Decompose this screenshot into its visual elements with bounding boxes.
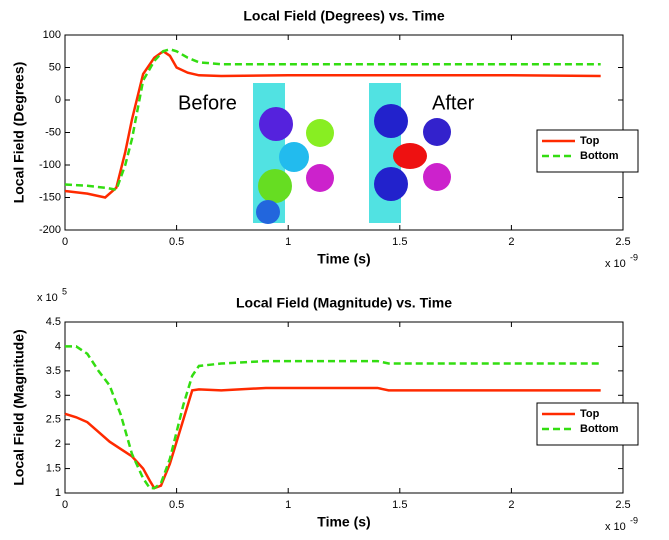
y-tick-label: 2.5: [46, 414, 61, 426]
y-tick-label: -150: [39, 191, 61, 203]
annotation: After: [432, 92, 475, 114]
y-tick-label: 100: [43, 29, 61, 41]
cell: [423, 163, 451, 191]
y-tick-label: 1: [55, 487, 61, 499]
y-tick-label: 1.5: [46, 462, 61, 474]
x-tick-label: 0.5: [169, 236, 184, 248]
cell: [306, 164, 334, 192]
cell: [259, 107, 293, 141]
cell: [258, 169, 292, 203]
y-tick-label: -100: [39, 159, 61, 171]
y-tick-label: 4.5: [46, 316, 61, 328]
y-axis-label: Local Field (Magnitude): [11, 329, 27, 485]
cell: [423, 118, 451, 146]
x-multiplier: x 10: [605, 521, 626, 533]
cell: [374, 167, 408, 201]
series-line: [64, 49, 601, 199]
legend-label: Bottom: [580, 150, 619, 162]
x-tick-label: 2: [508, 499, 514, 511]
y-tick-label: 3.5: [46, 365, 61, 377]
chart-title: Local Field (Magnitude) vs. Time: [236, 295, 452, 311]
x-axis-label: Time (s): [317, 251, 370, 267]
series-line: [64, 386, 601, 490]
y-exponent: 5: [62, 286, 67, 296]
y-tick-label: -200: [39, 224, 61, 236]
y-axis-label: Local Field (Degrees): [11, 62, 27, 204]
cell: [393, 143, 427, 169]
x-tick-label: 1: [285, 499, 291, 511]
x-exponent: -9: [630, 515, 638, 525]
legend: Top Bottom: [536, 402, 639, 446]
y-tick-label: 3: [55, 389, 61, 401]
legend-label: Bottom: [580, 423, 619, 435]
chart-title: Local Field (Degrees) vs. Time: [243, 8, 444, 24]
y-tick-label: 0: [55, 94, 61, 106]
x-tick-label: 1.5: [392, 236, 407, 248]
x-tick-label: 2.5: [615, 236, 630, 248]
y-tick-label: 4: [55, 340, 61, 352]
x-tick-label: 1: [285, 236, 291, 248]
x-tick-label: 0: [62, 499, 68, 511]
cell: [374, 104, 408, 138]
legend-box: [536, 129, 639, 173]
series-line: [65, 345, 601, 490]
cell: [306, 119, 334, 147]
legend-label: Top: [580, 408, 600, 420]
x-exponent: -9: [630, 252, 638, 262]
x-multiplier: x 10: [605, 258, 626, 270]
cell: [256, 200, 280, 224]
legend-box: [536, 402, 639, 446]
x-tick-label: 0.5: [169, 499, 184, 511]
x-tick-label: 1.5: [392, 499, 407, 511]
legend-label: Top: [580, 135, 600, 147]
magnet-inset: [253, 83, 451, 224]
y-tick-label: 2: [55, 438, 61, 450]
x-tick-label: 2.5: [615, 499, 630, 511]
legend: Top Bottom: [536, 129, 639, 173]
x-tick-label: 0: [62, 236, 68, 248]
y-tick-label: 50: [49, 61, 61, 73]
cell: [279, 142, 309, 172]
x-tick-label: 2: [508, 236, 514, 248]
annotation: Before: [178, 92, 237, 114]
y-multiplier: x 10: [37, 292, 58, 304]
x-axis-label: Time (s): [317, 514, 370, 530]
y-tick-label: -50: [45, 126, 61, 138]
